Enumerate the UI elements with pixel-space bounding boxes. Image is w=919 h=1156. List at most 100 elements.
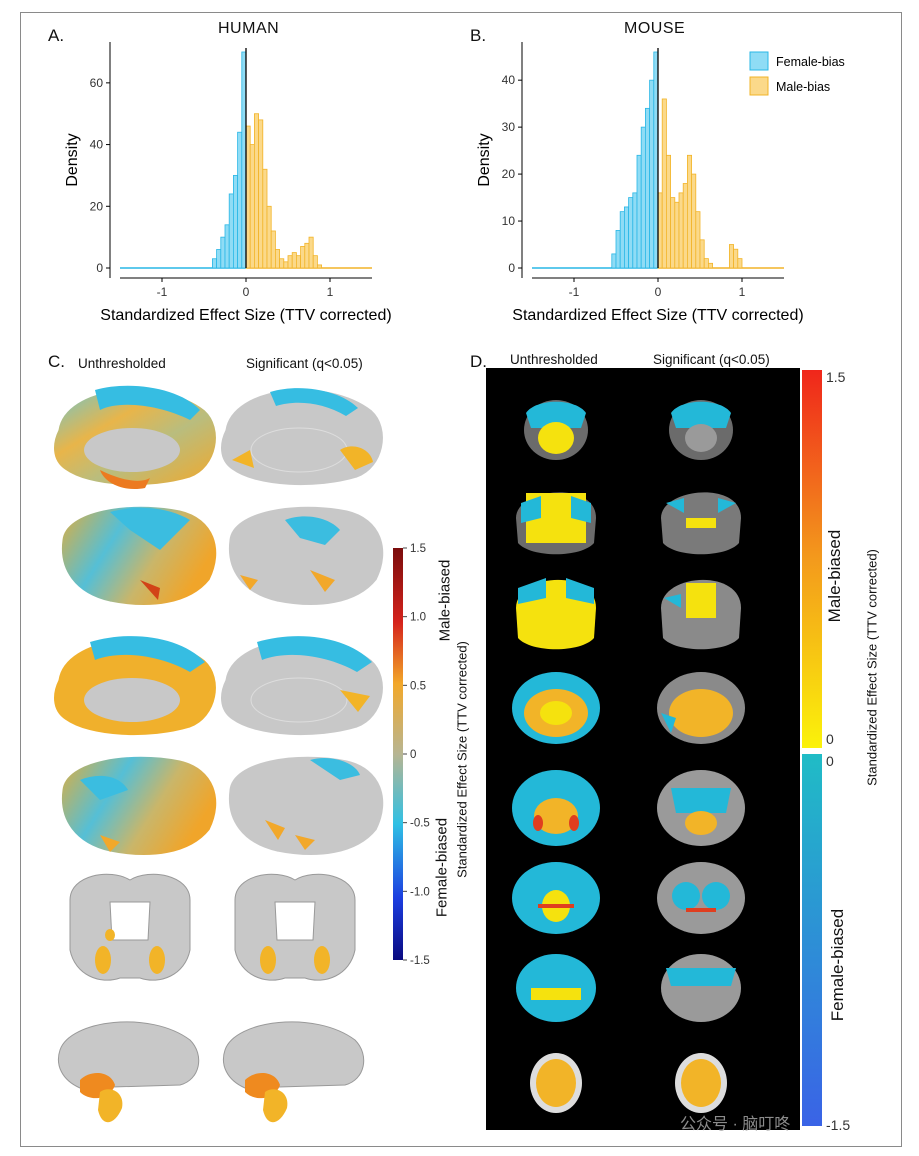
panel-a-title: HUMAN [218, 20, 280, 37]
colorbar-mouse-bottom-label: Female-biased [828, 908, 847, 1022]
brain-medial-unthresholded-1 [53, 385, 217, 490]
mouse-hist-bar-female-bias-8 [644, 107, 650, 269]
brain-lateral-unthresholded-2 [60, 505, 218, 607]
mouse-slice-6-significant [657, 862, 745, 934]
mouse-hist-bar-male-bias-9 [695, 211, 701, 269]
mouse-slice-1-significant [669, 400, 733, 460]
mouse-hist-ytick-0: 0 [508, 261, 515, 275]
human-hist-ylabel: Density [64, 133, 81, 186]
mouse-hist-legend-swatch-0 [749, 51, 769, 71]
human-hist-bar-male-bias-7 [274, 249, 280, 269]
mouse-slice-3-significant [661, 579, 741, 650]
human-hist-ytick-3: 60 [90, 76, 104, 90]
mouse-brain-maps [486, 368, 800, 1130]
colorbar-human-tick-1: 1.0 [410, 612, 426, 624]
human-hist-bar-male-bias-10 [287, 255, 293, 269]
colorbar-mouse-top-label: Male-biased [825, 529, 844, 623]
panel-letter-a: A. [48, 26, 65, 45]
human-hist-bar-male-bias-8 [279, 258, 285, 269]
panel-d-col1-label: Unthresholded [510, 352, 598, 367]
human-hist-bar-female-bias-1 [216, 249, 222, 269]
brain-medial-significant-3 [220, 636, 384, 737]
human-hist-xtick-1: 0 [243, 285, 250, 299]
brain-sagittal-significant-6 [222, 1021, 365, 1123]
panel-letter-c: C. [48, 352, 65, 371]
human-hist-xtick-2: 1 [327, 285, 334, 299]
brain-sagittal-unthresholded-6 [57, 1021, 200, 1123]
colorbar-mouse-tick-female-bottom: -1.5 [826, 1117, 850, 1133]
mouse-hist-bar-female-bias-9 [649, 79, 655, 269]
panel-letter-b: B. [470, 26, 487, 45]
colorbar-human-tick-2: 0.5 [410, 680, 426, 692]
mouse-slice-5-unthresholded [512, 770, 600, 846]
colorbar-mouse-male-gradient [802, 370, 822, 748]
mouse-hist-bar-male-bias-5 [678, 192, 684, 269]
human-hist-bar-male-bias-4 [262, 168, 268, 269]
human-hist-bar-male-bias-11 [291, 252, 297, 269]
human-hist-ytick-1: 20 [90, 199, 104, 213]
mouse-hist-bar-male-bias-10 [699, 239, 705, 269]
brain-medial-significant-1 [220, 388, 384, 487]
colorbar-human-axis-label: Standardized Effect Size (TTV corrected) [454, 641, 470, 878]
mouse-slice-2-unthresholded [516, 492, 596, 555]
mouse-slice-3-unthresholded [516, 578, 596, 650]
mouse-hist-bar-male-bias-8 [691, 173, 697, 269]
human-hist-bar-female-bias-6 [237, 131, 243, 269]
panel-d-col2-label: Significant (q<0.05) [653, 352, 770, 367]
mouse-hist-bar-male-bias-1 [661, 98, 667, 269]
colorbar-mouse: 1.5 0 0 -1.5 [802, 369, 850, 1133]
mouse-hist-bar-male-bias-6 [682, 183, 688, 269]
human-hist-bar-male-bias-2 [253, 113, 259, 269]
colorbar-human-tick-0: 1.5 [410, 543, 426, 555]
human-hist-bar-male-bias-3 [258, 119, 264, 269]
mouse-hist-legend-label-1: Male-bias [776, 80, 830, 94]
watermark: 公众号 · 脑叮咚 [680, 1116, 791, 1133]
human-hist-bar-male-bias-5 [266, 205, 272, 269]
brain-coronal-unthresholded-5 [69, 873, 191, 981]
human-hist-xlabel: Standardized Effect Size (TTV corrected) [100, 307, 391, 324]
mouse-hist-legend-label-0: Female-bias [776, 55, 845, 69]
mouse-hist-bar-female-bias-5 [632, 192, 638, 269]
human-hist-ytick-0: 0 [96, 261, 103, 275]
mouse-slice-6-unthresholded [512, 862, 600, 934]
mouse-hist-xlabel: Standardized Effect Size (TTV corrected) [512, 307, 803, 324]
colorbar-human-bottom-label: Female-biased [433, 817, 451, 918]
mouse-slice-1-unthresholded [524, 400, 588, 460]
mouse-hist-ytick-1: 10 [502, 214, 516, 228]
colorbar-human-tick-3: 0 [410, 749, 416, 761]
mouse-hist-bar-male-bias-3 [670, 197, 676, 269]
mouse-hist-ylabel: Density [476, 133, 493, 186]
human-hist-bar-female-bias-0 [211, 258, 217, 269]
colorbar-human: 1.5 1.0 0.5 0 -0.5 -1.0 -1.5 [393, 543, 430, 967]
mouse-slice-4-unthresholded [512, 672, 600, 744]
mouse-hist-bar-male-bias-17 [728, 244, 734, 269]
figure-frame [20, 12, 902, 1147]
brain-lateral-significant-2 [227, 505, 385, 607]
mouse-hist-legend-swatch-1 [749, 76, 769, 96]
mouse-slice-7-significant [661, 954, 741, 1022]
human-hist-bar-male-bias-16 [312, 255, 318, 269]
panel-c-col1-label: Unthresholded [78, 356, 166, 371]
colorbar-mouse-tick-male-top: 1.5 [826, 369, 846, 385]
mouse-hist-ytick-4: 40 [502, 73, 516, 87]
mouse-hist-bar-female-bias-1 [615, 230, 621, 269]
mouse-hist-bar-male-bias-7 [686, 154, 692, 269]
mouse-slice-7-unthresholded [516, 954, 596, 1022]
human-hist-ytick-2: 40 [90, 138, 104, 152]
human-hist-bar-male-bias-17 [316, 264, 322, 269]
mouse-hist-bar-male-bias-4 [674, 201, 680, 269]
human-hist-bar-female-bias-2 [220, 236, 226, 269]
human-hist-bar-male-bias-13 [300, 245, 306, 269]
panel-b-title: MOUSE [624, 20, 686, 37]
mouse-hist-xtick-1: 0 [655, 285, 662, 299]
mouse-hist-bar-female-bias-3 [623, 206, 629, 269]
mouse-hist-bar-female-bias-0 [611, 253, 617, 269]
mouse-slice-8-unthresholded [530, 1053, 582, 1113]
human-hist-bar-male-bias-6 [270, 230, 276, 269]
mouse-hist-ytick-3: 30 [502, 120, 516, 134]
mouse-slice-2-significant [661, 492, 741, 555]
mouse-hist-bar-male-bias-18 [733, 248, 739, 269]
colorbar-mouse-female-gradient [802, 754, 822, 1126]
human-hist-bar-male-bias-9 [283, 261, 289, 269]
